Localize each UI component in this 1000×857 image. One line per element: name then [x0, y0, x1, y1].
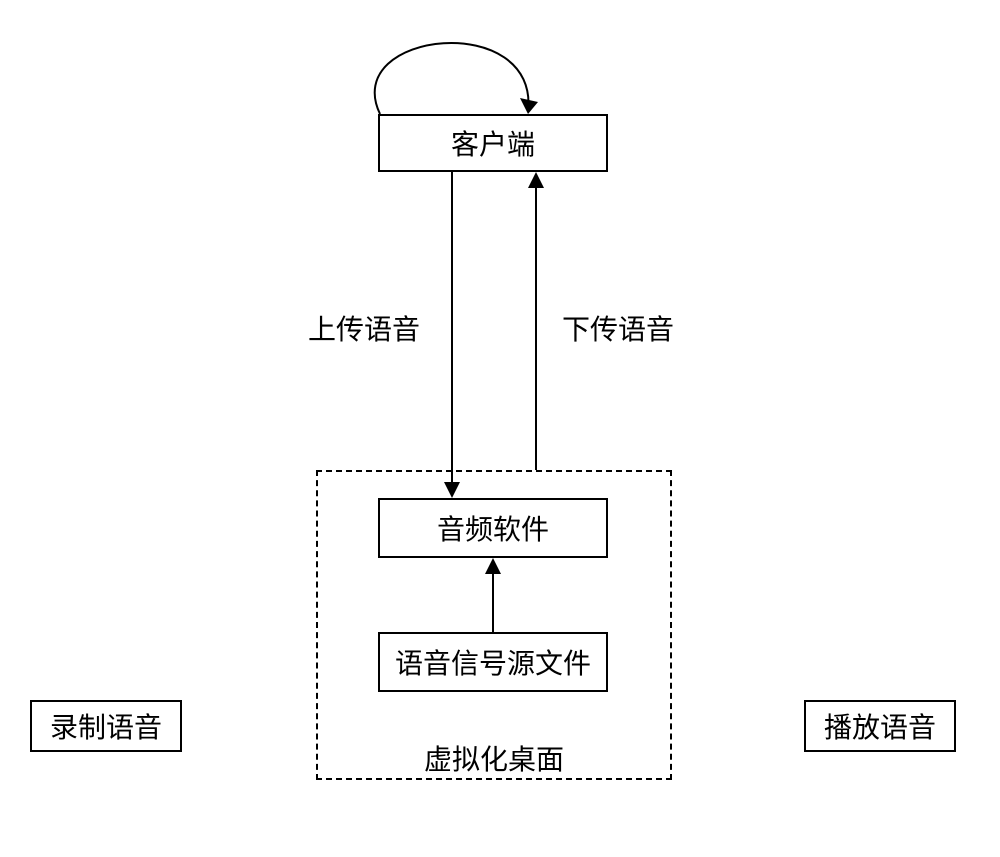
voice-source-file-label: 语音信号源文件: [395, 642, 591, 682]
play-voice-label: 播放语音: [824, 706, 936, 746]
virtual-desktop-label: 虚拟化桌面: [424, 738, 564, 778]
audio-software-box: 音频软件: [378, 498, 608, 558]
client-label: 客户端: [451, 123, 535, 163]
record-voice-box: 录制语音: [30, 700, 182, 752]
self-loop-arrowhead: [520, 98, 538, 114]
download-arrowhead: [528, 172, 544, 188]
self-loop-arc: [375, 43, 529, 114]
audio-software-label: 音频软件: [437, 508, 549, 548]
play-voice-box: 播放语音: [804, 700, 956, 752]
voice-source-file-box: 语音信号源文件: [378, 632, 608, 692]
record-voice-label: 录制语音: [50, 706, 162, 746]
client-box: 客户端: [378, 114, 608, 172]
download-edge-label: 下传语音: [562, 308, 674, 348]
upload-edge-label: 上传语音: [308, 308, 420, 348]
